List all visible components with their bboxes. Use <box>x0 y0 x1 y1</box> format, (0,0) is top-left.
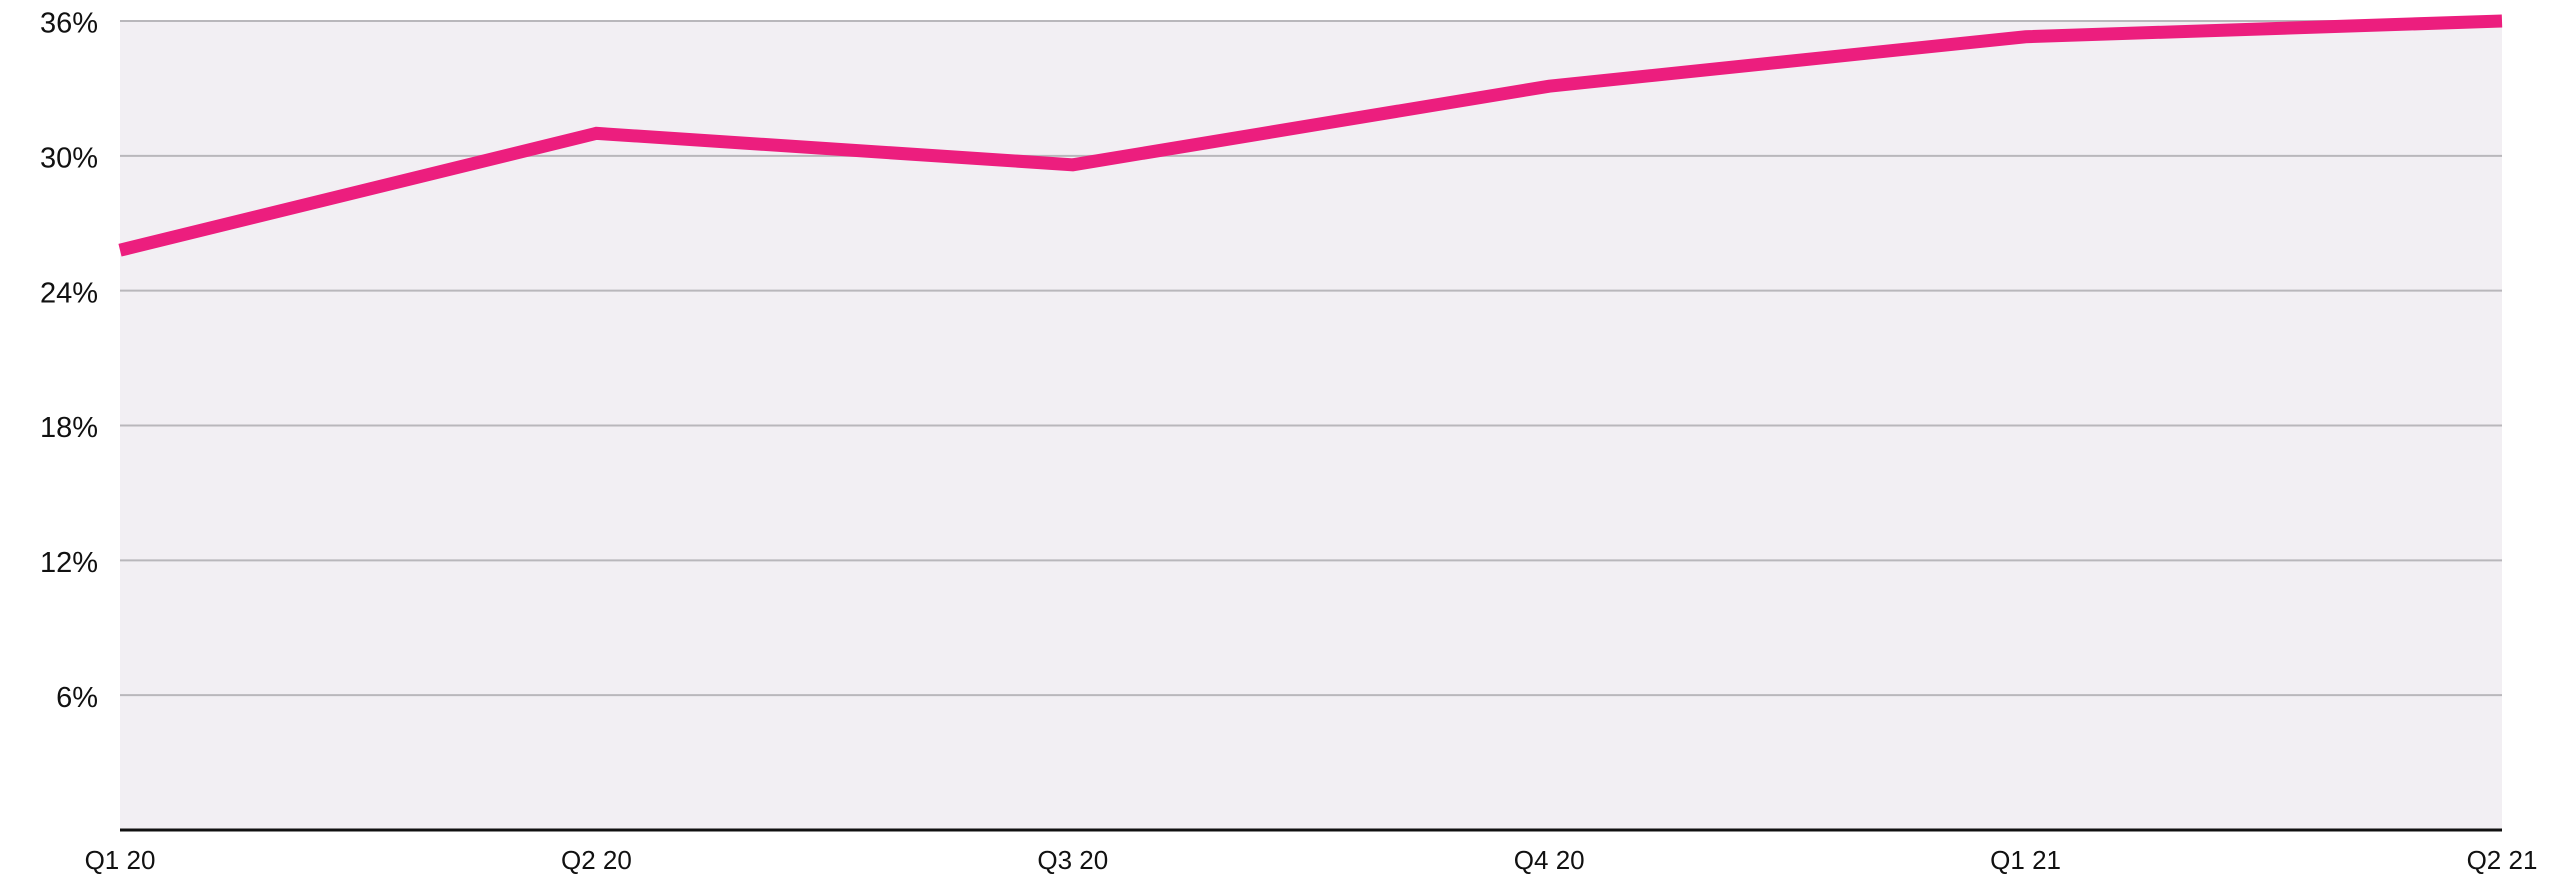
x-tick-label: Q1 21 <box>1990 845 2061 875</box>
x-tick-label: Q2 21 <box>2467 845 2538 875</box>
y-tick-label: 30% <box>40 142 98 174</box>
line-series <box>118 14 2503 257</box>
x-tick-label: Q4 20 <box>1514 845 1585 875</box>
y-tick-label: 36% <box>40 8 98 40</box>
y-tick-label: 24% <box>40 277 98 309</box>
y-tick-label: 12% <box>40 547 98 579</box>
y-tick-label: 6% <box>56 682 98 714</box>
x-tick-label: Q1 20 <box>85 845 156 875</box>
x-tick-label: Q2 20 <box>561 845 632 875</box>
x-tick-label: Q3 20 <box>1037 845 1108 875</box>
y-tick-label: 18% <box>40 412 98 444</box>
